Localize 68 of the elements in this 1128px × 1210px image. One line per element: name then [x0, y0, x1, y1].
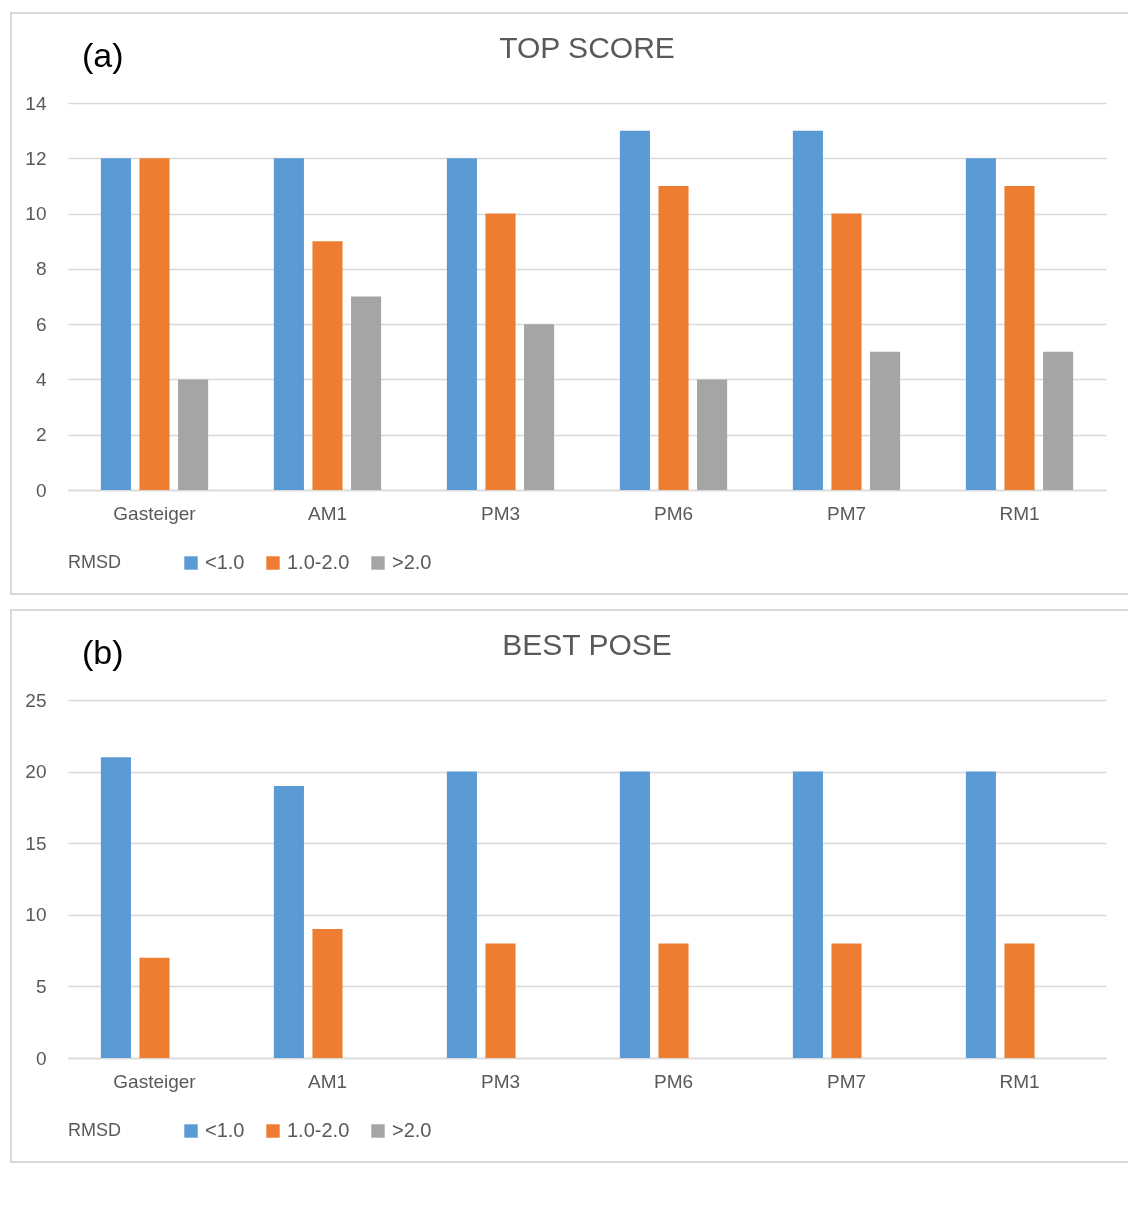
y-tick-label: 0 [35, 1047, 47, 1069]
x-tick-label: PM7 [826, 1070, 867, 1092]
legend-title: RMSD [68, 1120, 121, 1140]
bar [619, 130, 650, 490]
y-tick-label: 14 [25, 92, 47, 114]
x-tick-label: RM1 [999, 1070, 1040, 1092]
x-tick-label: AM1 [307, 502, 348, 524]
bar [831, 943, 862, 1058]
bar [485, 943, 516, 1058]
y-tick-label: 15 [25, 832, 47, 854]
bar [446, 771, 477, 1058]
bar [524, 324, 555, 490]
bar [792, 771, 823, 1058]
y-tick-label: 25 [25, 689, 47, 711]
y-tick-label: 8 [35, 258, 47, 280]
x-tick-label: PM3 [480, 502, 521, 524]
y-tick-label: 20 [25, 761, 47, 783]
bar [965, 771, 996, 1058]
legend-label: 1.0-2.0 [287, 1119, 350, 1141]
bar [965, 158, 996, 490]
legend-label: 1.0-2.0 [287, 551, 350, 573]
x-tick-label: AM1 [307, 1070, 348, 1092]
y-tick-label: 4 [35, 368, 47, 390]
bar [351, 296, 382, 490]
bar [446, 158, 477, 490]
x-tick-label: PM3 [480, 1070, 521, 1092]
x-tick-label: PM6 [653, 502, 694, 524]
y-tick-label: 6 [35, 313, 47, 335]
y-tick-label: 0 [35, 479, 47, 501]
y-tick-label: 5 [35, 975, 47, 997]
bar [870, 351, 901, 490]
bar [1004, 943, 1035, 1058]
y-tick-label: 10 [25, 203, 47, 225]
x-tick-label: PM7 [826, 502, 867, 524]
bar [1004, 185, 1035, 490]
legend-label: <1.0 [205, 1119, 245, 1141]
bar [658, 185, 689, 490]
bar [139, 158, 170, 490]
bar [1043, 351, 1074, 490]
bar [273, 785, 304, 1058]
bar [139, 957, 170, 1058]
text: (a) [82, 36, 124, 75]
bar [312, 929, 343, 1058]
bar [831, 213, 862, 490]
bar [312, 241, 343, 490]
x-tick-label: RM1 [999, 502, 1040, 524]
bar [792, 130, 823, 490]
x-tick-label: Gasteiger [113, 1070, 197, 1092]
legend-label: >2.0 [392, 551, 432, 573]
y-tick-label: 2 [35, 424, 47, 446]
legend-label: >2.0 [392, 1119, 432, 1141]
bar [697, 379, 728, 490]
bar [178, 379, 209, 490]
bar [658, 943, 689, 1058]
x-tick-label: PM6 [653, 1070, 694, 1092]
y-tick-label: 12 [25, 147, 47, 169]
x-tick-label: Gasteiger [113, 502, 197, 524]
chart-title: TOP SCORE [499, 31, 675, 64]
text: (b) [82, 633, 124, 672]
bar [485, 213, 516, 490]
bar [100, 757, 131, 1058]
legend-label: <1.0 [205, 551, 245, 573]
bar [273, 158, 304, 490]
chart-title: BEST POSE [502, 628, 672, 661]
legend-title: RMSD [68, 552, 121, 572]
bar [619, 771, 650, 1058]
y-tick-label: 10 [25, 904, 47, 926]
bar [100, 158, 131, 490]
